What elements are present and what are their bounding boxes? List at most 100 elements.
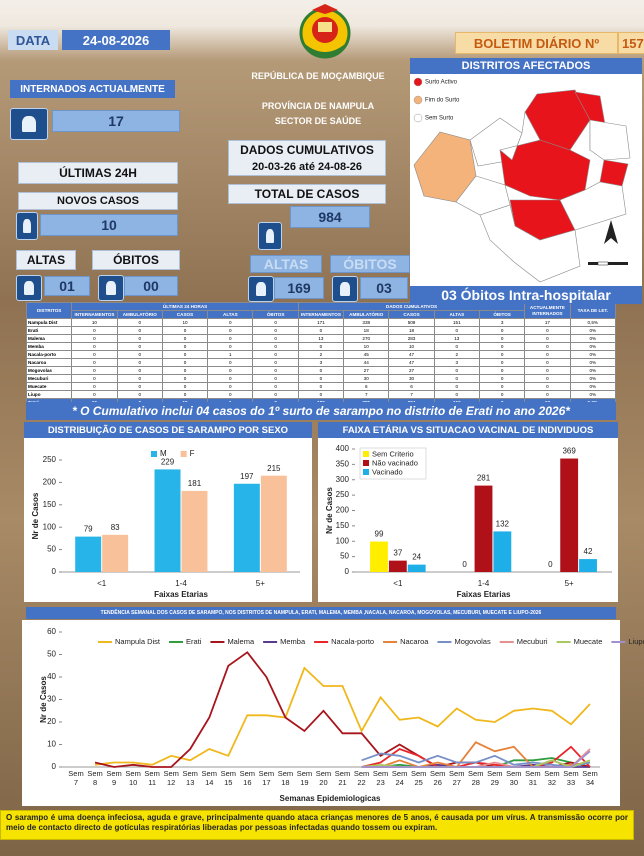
x-tick-label: <1 <box>393 579 403 588</box>
table-cell: 0% <box>569 350 617 359</box>
table-cell: 0 <box>116 358 163 367</box>
table-cell: 0 <box>207 318 254 327</box>
table-cell: 0 <box>116 326 163 335</box>
obitos-value: 00 <box>124 276 178 296</box>
table-cell: 283 <box>388 334 435 343</box>
obitos-label: ÓBITOS <box>92 250 180 270</box>
table-cell: 0% <box>569 326 617 335</box>
cumulative-title: DADOS CUMULATIVOS <box>228 140 386 158</box>
data-label: 215 <box>267 464 281 473</box>
x-tick-label: Sem 21 <box>334 769 351 787</box>
table-cell: 0 <box>207 358 254 367</box>
table-cell: 0 <box>524 390 571 399</box>
table-cell: 10 <box>161 318 209 327</box>
x-axis-title: Faixas Etarias <box>154 590 208 599</box>
table-cell: AMBULATÓRIO <box>343 310 390 319</box>
x-tick-label: 1-4 <box>478 579 490 588</box>
chart-title: FAIXA ETÁRIA VS SITUACAO VACINAL DE INDI… <box>318 422 618 438</box>
cum-altas-label: ALTAS <box>250 255 322 273</box>
table-cell: 0 <box>297 366 345 375</box>
data-label: 79 <box>84 525 93 534</box>
legend-label: Nampula Dist <box>115 637 161 646</box>
table-cell: 0 <box>433 382 480 391</box>
y-tick-label: 350 <box>336 459 350 468</box>
institution-line: REPÚBLICA DE MOÇAMBIQUE <box>251 71 385 81</box>
table-cell: 0 <box>161 390 209 399</box>
table-cell: 0 <box>207 334 254 343</box>
table-cell: 0 <box>207 366 254 375</box>
table-cell: 0 <box>478 374 526 383</box>
table-cell: ALTAS <box>433 310 480 319</box>
table-cell: 6 <box>343 382 390 391</box>
y-tick-label: 50 <box>47 545 56 554</box>
table-cell: INTERNAMENTOS <box>297 310 345 319</box>
table-cell: 0 <box>252 374 299 383</box>
map-title: DISTRITOS AFECTADOS <box>410 58 642 74</box>
table-cell: 0 <box>207 390 254 399</box>
table-cell: INTERNAMENTOS <box>71 310 118 319</box>
table-cell: 7 <box>343 390 390 399</box>
table-cell: 0% <box>569 374 617 383</box>
table-cell: CASOS <box>388 310 435 319</box>
cum-altas-value: 169 <box>274 277 324 299</box>
legend-label: Sem Surto <box>425 116 454 122</box>
table-cell: 0 <box>524 358 571 367</box>
y-tick-label: 20 <box>47 717 56 726</box>
internados-value: 17 <box>52 110 180 132</box>
date: 24-08-2026 <box>62 30 170 50</box>
table-cell: 13 <box>433 334 480 343</box>
table-cell: 7 <box>388 390 435 399</box>
table-cell: 0 <box>116 342 163 351</box>
table-cell: 0 <box>161 374 209 383</box>
table-cell: 0 <box>478 334 526 343</box>
y-tick-label: 30 <box>47 695 56 704</box>
x-axis-title: Faixas Etarias <box>457 590 511 599</box>
y-axis-title: Nr de Casos <box>31 492 40 539</box>
table-cell: 338 <box>343 318 390 327</box>
table-cell: 2 <box>433 350 480 359</box>
table-cell: 0 <box>116 374 163 383</box>
y-tick-label: 50 <box>47 650 56 659</box>
table-cell: 0 <box>524 326 571 335</box>
legend-label: Surto Activo <box>425 80 458 86</box>
y-axis-title: Nr de Casos <box>325 487 334 534</box>
table-cell: 0 <box>524 342 571 351</box>
table-cell: 47 <box>388 350 435 359</box>
table-cell: 171 <box>297 318 345 327</box>
table-cell: 0 <box>71 390 118 399</box>
table-cell: Mogovolas <box>25 366 73 375</box>
x-tick-label: Sem 17 <box>258 769 275 787</box>
table-cell: ALTAS <box>207 310 254 319</box>
data-label: 132 <box>496 520 510 529</box>
y-tick-label: 100 <box>336 536 350 545</box>
table-cell: 0 <box>207 342 254 351</box>
data-label: 42 <box>584 547 593 556</box>
table-cell: 509 <box>388 318 435 327</box>
table-cell: 6 <box>388 382 435 391</box>
table-cell: 0% <box>569 382 617 391</box>
table-cell: 45 <box>343 350 390 359</box>
table-cell: 0 <box>161 326 209 335</box>
y-tick-label: 40 <box>47 672 56 681</box>
table-cell: DISTRITOS <box>25 302 73 319</box>
legend-swatch <box>180 451 187 457</box>
bar <box>560 458 579 572</box>
legend-box <box>359 447 427 480</box>
table-cell: 0 <box>161 366 209 375</box>
table-cell: 0 <box>297 382 345 391</box>
y-tick-label: 10 <box>47 740 56 749</box>
table-cell: Nacala-porto <box>25 350 73 359</box>
table-cell: 0 <box>71 342 118 351</box>
table-cell: Nacaroa <box>25 358 73 367</box>
line <box>94 666 591 766</box>
table-cell: 0 <box>433 374 480 383</box>
table-cell: 0 <box>161 334 209 343</box>
line <box>361 750 591 768</box>
table-cell: Nampula Dist <box>25 318 73 327</box>
table-cell: 0 <box>116 366 163 375</box>
legend-label: Nacaroa <box>400 637 429 646</box>
x-tick-label: Sem 14 <box>201 769 217 787</box>
district-table: DISTRITOS ÚLTIMAS 24 HORAS DADOS CUMULATIV… <box>25 302 617 407</box>
chart-title: TENDÊNCIA SEMANAL DOS CASOS DE SARAMPO, … <box>26 607 616 619</box>
y-tick-label: 250 <box>43 455 57 464</box>
